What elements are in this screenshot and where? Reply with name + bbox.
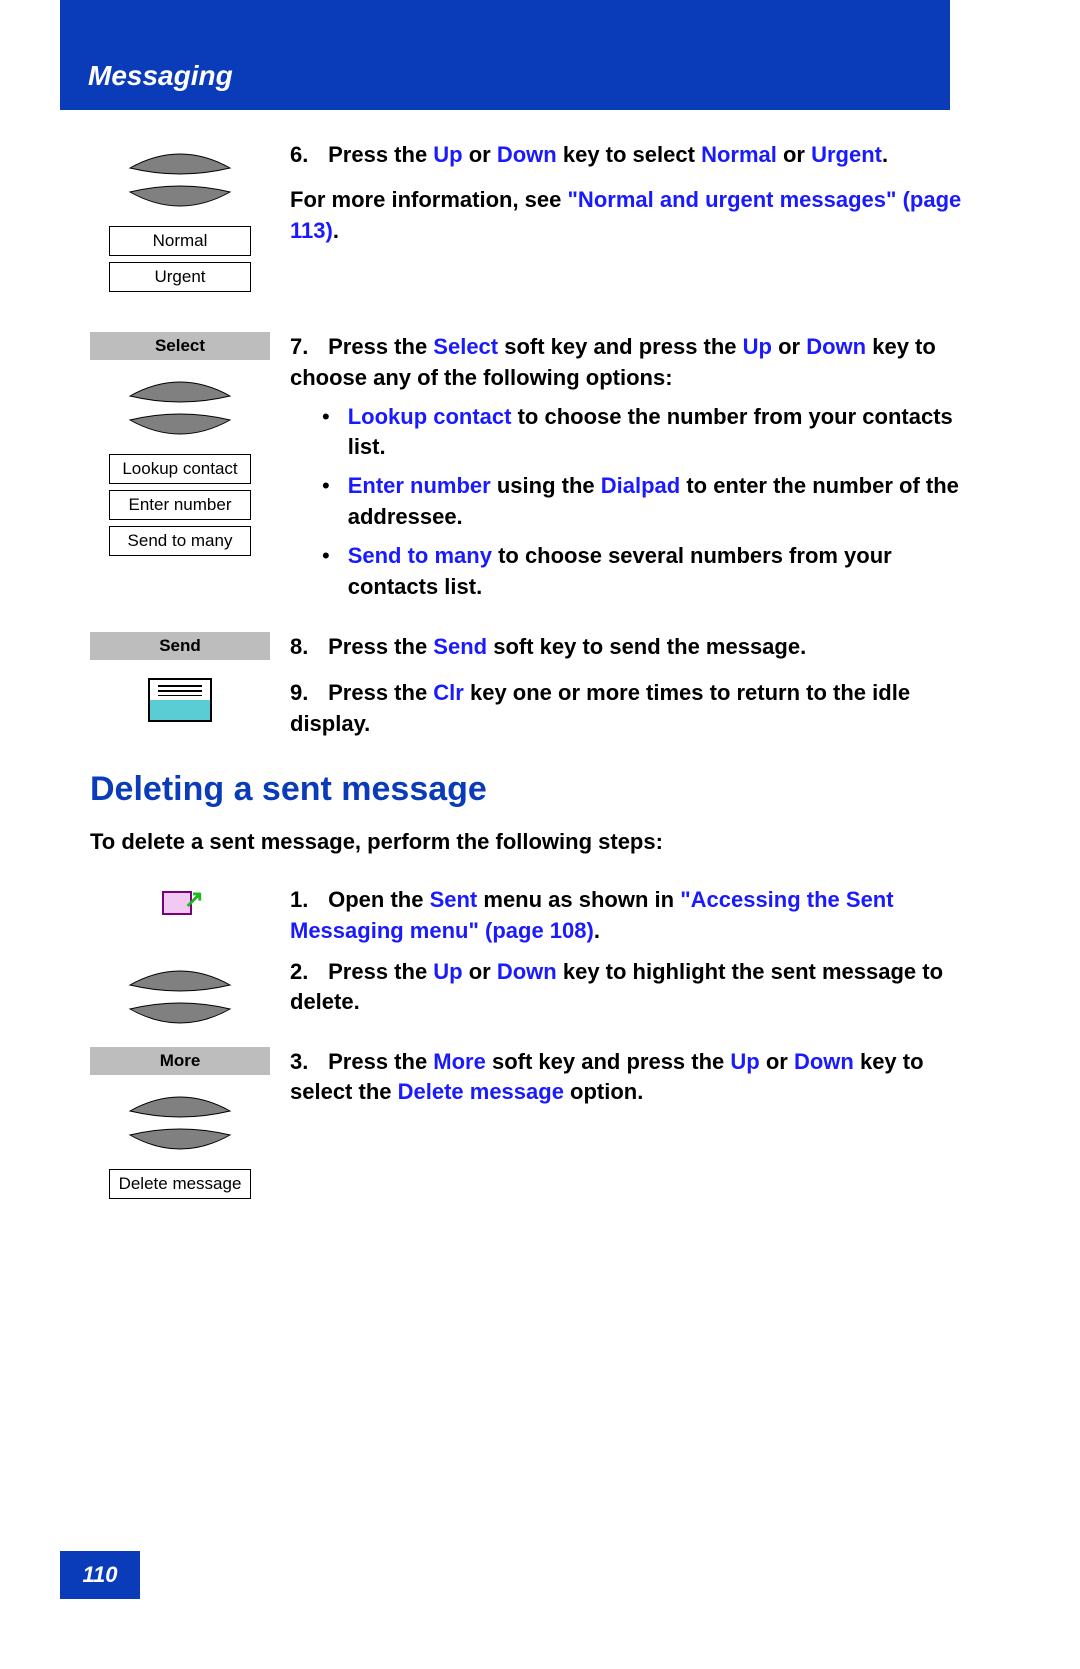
softkey-select: Select (90, 332, 270, 360)
bullet-enter-number: •Enter number using the Dialpad to enter… (322, 471, 970, 533)
section-title-deleting-sent-message: Deleting a sent message (90, 770, 970, 809)
delete-step-2-row: 2. Press the Up or Down key to highlight… (90, 957, 970, 1037)
softkey-more: More (90, 1047, 270, 1075)
step-8-left: Send (90, 632, 270, 668)
delete-step-3-text: 3. Press the More soft key and press the… (290, 1047, 970, 1109)
nav-up-down-icon (120, 1083, 240, 1163)
option-box-normal: Normal (109, 226, 251, 256)
option-box-delete-message: Delete message (109, 1169, 251, 1199)
option-box-lookup-contact: Lookup contact (109, 454, 251, 484)
bullet-lookup-contact: •Lookup contact to choose the number fro… (322, 402, 970, 464)
step-6-row: Normal Urgent 6. Press the Up or Down ke… (90, 140, 970, 292)
delete-step-1-text: 1. Open the Sent menu as shown in "Acces… (290, 885, 970, 947)
option-box-urgent: Urgent (109, 262, 251, 292)
step-6-text: 6. Press the Up or Down key to select No… (290, 140, 970, 246)
delete-step-1-left: ↗ (90, 885, 270, 915)
clr-key-icon (148, 678, 212, 722)
step-6-left: Normal Urgent (90, 140, 270, 292)
step-7-left: Select Lookup contact Enter number Send … (90, 332, 270, 556)
option-box-send-to-many: Send to many (109, 526, 251, 556)
softkey-send: Send (90, 632, 270, 660)
step-number: 1. (290, 885, 322, 916)
sent-menu-icon: ↗ (162, 885, 198, 915)
step-number: 9. (290, 678, 322, 709)
nav-up-down-icon (120, 957, 240, 1037)
step-8-text: 8. Press the Send soft key to send the m… (290, 632, 970, 663)
step-number: 3. (290, 1047, 322, 1078)
step-number: 7. (290, 332, 322, 363)
delete-step-2-text: 2. Press the Up or Down key to highlight… (290, 957, 970, 1019)
page-header-title: Messaging (88, 60, 233, 92)
step-number: 8. (290, 632, 322, 663)
step-7-text: 7. Press the Select soft key and press t… (290, 332, 970, 602)
nav-up-down-icon (120, 368, 240, 448)
step-7-row: Select Lookup contact Enter number Send … (90, 332, 970, 602)
step-8-row: Send 8. Press the Send soft key to send … (90, 632, 970, 668)
step-9-left (90, 678, 270, 722)
page-header-bar: Messaging (60, 0, 950, 110)
section-intro: To delete a sent message, perform the fo… (90, 829, 970, 855)
step-9-text: 9. Press the Clr key one or more times t… (290, 678, 970, 740)
delete-step-3-row: More Delete message 3. Press the More so… (90, 1047, 970, 1199)
step-number: 2. (290, 957, 322, 988)
page-number: 110 (60, 1551, 140, 1599)
delete-step-1-row: ↗ 1. Open the Sent menu as shown in "Acc… (90, 885, 970, 947)
delete-step-2-left (90, 957, 270, 1037)
option-box-enter-number: Enter number (109, 490, 251, 520)
delete-step-3-left: More Delete message (90, 1047, 270, 1199)
bullet-send-to-many: •Send to many to choose several numbers … (322, 541, 970, 603)
nav-up-down-icon (120, 140, 240, 220)
step-number: 6. (290, 140, 322, 171)
step-9-row: 9. Press the Clr key one or more times t… (90, 678, 970, 740)
